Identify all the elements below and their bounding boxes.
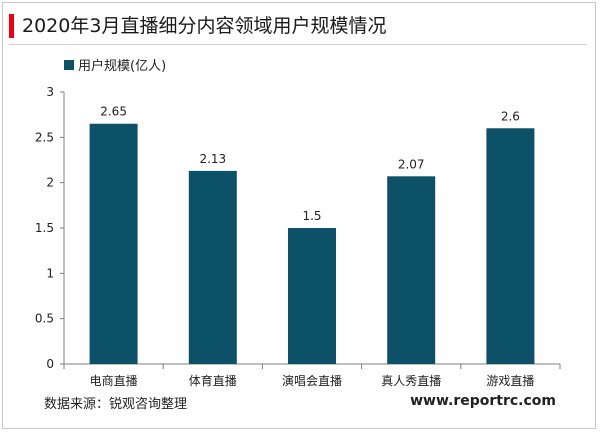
- y-tick-label: 2.5: [35, 130, 54, 144]
- bar: [486, 128, 535, 364]
- y-tick-label: 0: [46, 357, 54, 371]
- chart-title: 2020年3月直播细分内容领域用户规模情况: [22, 15, 387, 37]
- category-label: 电商直播: [90, 373, 138, 388]
- legend: 用户规模(亿人): [64, 55, 166, 74]
- data-label: 2.6: [501, 109, 520, 123]
- y-tick-label: 1: [46, 266, 54, 280]
- category-label: 体育直播: [189, 373, 237, 388]
- y-tick-label: 0.5: [35, 312, 54, 326]
- data-label: 1.5: [302, 209, 321, 223]
- data-labels: 2.65 2.13 1.5 2.07 2.6: [100, 105, 520, 223]
- category-label: 真人秀直播: [381, 374, 441, 388]
- category-label: 游戏直播: [486, 374, 534, 388]
- data-label: 2.13: [199, 152, 226, 166]
- bar: [288, 228, 336, 364]
- data-label: 2.65: [100, 105, 127, 119]
- bar: [188, 170, 237, 364]
- bars: [89, 123, 535, 364]
- y-axis: 0 0.5 1 1.5 2 2.5 3: [35, 85, 65, 371]
- x-axis: 电商直播 体育直播 演唱会直播 真人秀直播 游戏直播: [63, 363, 561, 388]
- legend-label: 用户规模(亿人): [78, 59, 167, 74]
- source-note: 数据来源：锐观咨询整理: [44, 397, 188, 412]
- data-label: 2.07: [398, 157, 425, 171]
- y-tick-label: 3: [46, 85, 54, 99]
- legend-swatch: [64, 59, 74, 70]
- bar: [387, 176, 436, 364]
- title-accent-bar: [9, 14, 14, 38]
- bar: [89, 123, 138, 364]
- category-label: 演唱会直播: [282, 373, 342, 388]
- y-tick-label: 1.5: [35, 221, 54, 235]
- y-tick-label: 2: [46, 176, 54, 190]
- title-divider: [9, 44, 587, 45]
- website-label: www.reportrc.com: [410, 393, 556, 409]
